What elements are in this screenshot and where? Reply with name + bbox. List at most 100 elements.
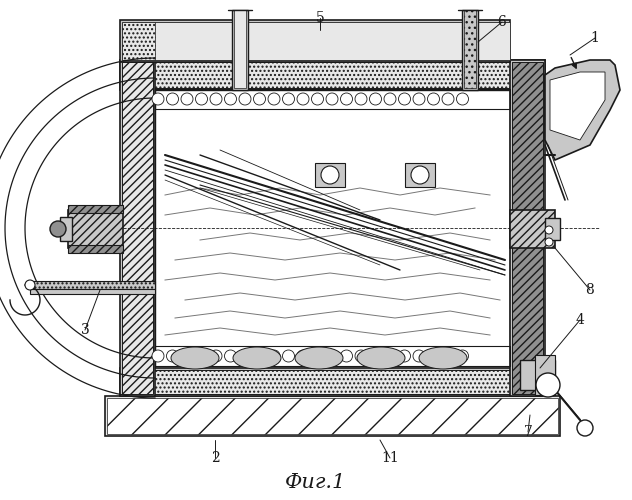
Text: 11: 11: [381, 451, 399, 465]
Circle shape: [384, 93, 396, 105]
Circle shape: [181, 350, 193, 362]
Circle shape: [195, 93, 207, 105]
Bar: [545, 218, 560, 240]
Circle shape: [399, 93, 411, 105]
Circle shape: [166, 93, 178, 105]
Text: 2: 2: [210, 451, 219, 465]
Circle shape: [253, 350, 265, 362]
Bar: [30, 289, 155, 294]
Circle shape: [384, 350, 396, 362]
Bar: [510, 60, 545, 396]
Text: 1: 1: [590, 31, 599, 45]
Circle shape: [224, 350, 236, 362]
Bar: [60, 217, 72, 241]
Bar: [462, 10, 478, 90]
Bar: [232, 10, 248, 90]
Text: 6: 6: [497, 15, 506, 29]
Bar: [120, 368, 545, 396]
Bar: [68, 205, 123, 213]
Circle shape: [239, 93, 251, 105]
Bar: [68, 245, 123, 253]
Circle shape: [195, 350, 207, 362]
Text: 4: 4: [576, 313, 585, 327]
Circle shape: [341, 350, 353, 362]
Circle shape: [456, 350, 468, 362]
Bar: [122, 370, 543, 394]
Text: 7: 7: [523, 425, 532, 439]
Circle shape: [321, 166, 339, 184]
Circle shape: [399, 350, 411, 362]
Circle shape: [326, 350, 338, 362]
Bar: [315, 163, 345, 187]
Circle shape: [283, 93, 295, 105]
Bar: [234, 10, 246, 88]
Bar: [120, 60, 155, 396]
Circle shape: [312, 350, 324, 362]
Text: 5: 5: [315, 11, 324, 25]
Circle shape: [224, 93, 236, 105]
Circle shape: [545, 238, 553, 246]
Ellipse shape: [171, 347, 219, 369]
Circle shape: [545, 226, 553, 234]
Circle shape: [355, 350, 367, 362]
Polygon shape: [550, 72, 605, 140]
Ellipse shape: [419, 347, 467, 369]
Bar: [68, 210, 123, 248]
Circle shape: [341, 93, 353, 105]
Circle shape: [456, 93, 468, 105]
Bar: [464, 10, 476, 88]
Circle shape: [413, 350, 425, 362]
Ellipse shape: [295, 347, 343, 369]
Circle shape: [442, 350, 454, 362]
Circle shape: [50, 221, 66, 237]
Circle shape: [268, 350, 280, 362]
Polygon shape: [545, 60, 620, 160]
Circle shape: [355, 93, 367, 105]
Circle shape: [427, 93, 439, 105]
Circle shape: [297, 93, 309, 105]
Circle shape: [152, 93, 164, 105]
Circle shape: [181, 93, 193, 105]
Circle shape: [312, 93, 324, 105]
Circle shape: [413, 93, 425, 105]
Circle shape: [210, 350, 222, 362]
Bar: [155, 346, 510, 366]
Bar: [107, 398, 558, 434]
Circle shape: [370, 350, 382, 362]
Bar: [30, 281, 155, 289]
Bar: [122, 22, 508, 60]
Circle shape: [152, 350, 164, 362]
Bar: [155, 22, 510, 60]
Bar: [120, 60, 545, 90]
Text: 3: 3: [81, 323, 89, 337]
Circle shape: [297, 350, 309, 362]
Bar: [122, 62, 543, 88]
Circle shape: [210, 93, 222, 105]
Bar: [105, 396, 560, 436]
Circle shape: [253, 93, 265, 105]
Ellipse shape: [233, 347, 281, 369]
Bar: [512, 62, 543, 394]
Circle shape: [239, 350, 251, 362]
Bar: [510, 210, 555, 248]
Bar: [520, 360, 555, 390]
Bar: [535, 355, 555, 395]
Circle shape: [283, 350, 295, 362]
Circle shape: [442, 93, 454, 105]
Text: 8: 8: [586, 283, 594, 297]
Bar: [155, 89, 510, 109]
Circle shape: [577, 420, 593, 436]
Circle shape: [536, 373, 560, 397]
Circle shape: [25, 280, 35, 290]
Circle shape: [268, 93, 280, 105]
Bar: [120, 20, 510, 62]
Circle shape: [411, 166, 429, 184]
Ellipse shape: [357, 347, 405, 369]
Bar: [122, 62, 153, 394]
Circle shape: [427, 350, 439, 362]
Bar: [405, 163, 435, 187]
Circle shape: [166, 350, 178, 362]
Circle shape: [326, 93, 338, 105]
Text: Фиг.1: Фиг.1: [286, 472, 346, 492]
Circle shape: [370, 93, 382, 105]
